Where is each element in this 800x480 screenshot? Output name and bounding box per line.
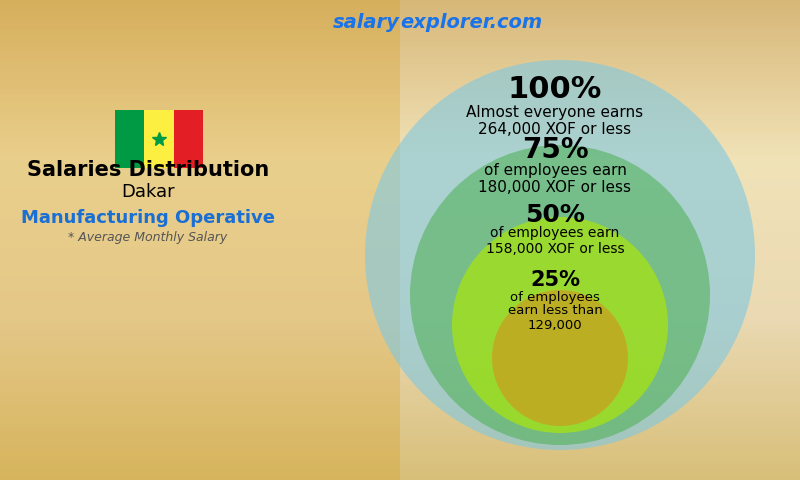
- Text: Dakar: Dakar: [121, 183, 175, 201]
- Text: of employees earn: of employees earn: [483, 163, 626, 178]
- Text: 50%: 50%: [525, 203, 585, 227]
- Text: 129,000: 129,000: [528, 319, 582, 332]
- Text: of employees: of employees: [510, 290, 600, 303]
- FancyBboxPatch shape: [115, 110, 144, 168]
- Text: Almost everyone earns: Almost everyone earns: [466, 105, 643, 120]
- Circle shape: [492, 290, 628, 426]
- Circle shape: [365, 60, 755, 450]
- Text: Manufacturing Operative: Manufacturing Operative: [21, 209, 275, 227]
- Text: Salaries Distribution: Salaries Distribution: [27, 160, 269, 180]
- FancyBboxPatch shape: [144, 110, 174, 168]
- Text: 180,000 XOF or less: 180,000 XOF or less: [478, 180, 631, 194]
- Circle shape: [452, 217, 668, 433]
- Circle shape: [410, 145, 710, 445]
- Text: 75%: 75%: [522, 136, 588, 164]
- FancyBboxPatch shape: [174, 110, 203, 168]
- Text: 25%: 25%: [530, 270, 580, 290]
- Text: 264,000 XOF or less: 264,000 XOF or less: [478, 121, 631, 136]
- Text: explorer.com: explorer.com: [400, 12, 542, 32]
- Text: salary: salary: [333, 12, 400, 32]
- Text: 100%: 100%: [508, 75, 602, 105]
- Text: earn less than: earn less than: [508, 304, 602, 317]
- Text: of employees earn: of employees earn: [490, 226, 620, 240]
- FancyBboxPatch shape: [0, 0, 400, 480]
- Text: * Average Monthly Salary: * Average Monthly Salary: [68, 231, 228, 244]
- Text: 158,000 XOF or less: 158,000 XOF or less: [486, 242, 624, 256]
